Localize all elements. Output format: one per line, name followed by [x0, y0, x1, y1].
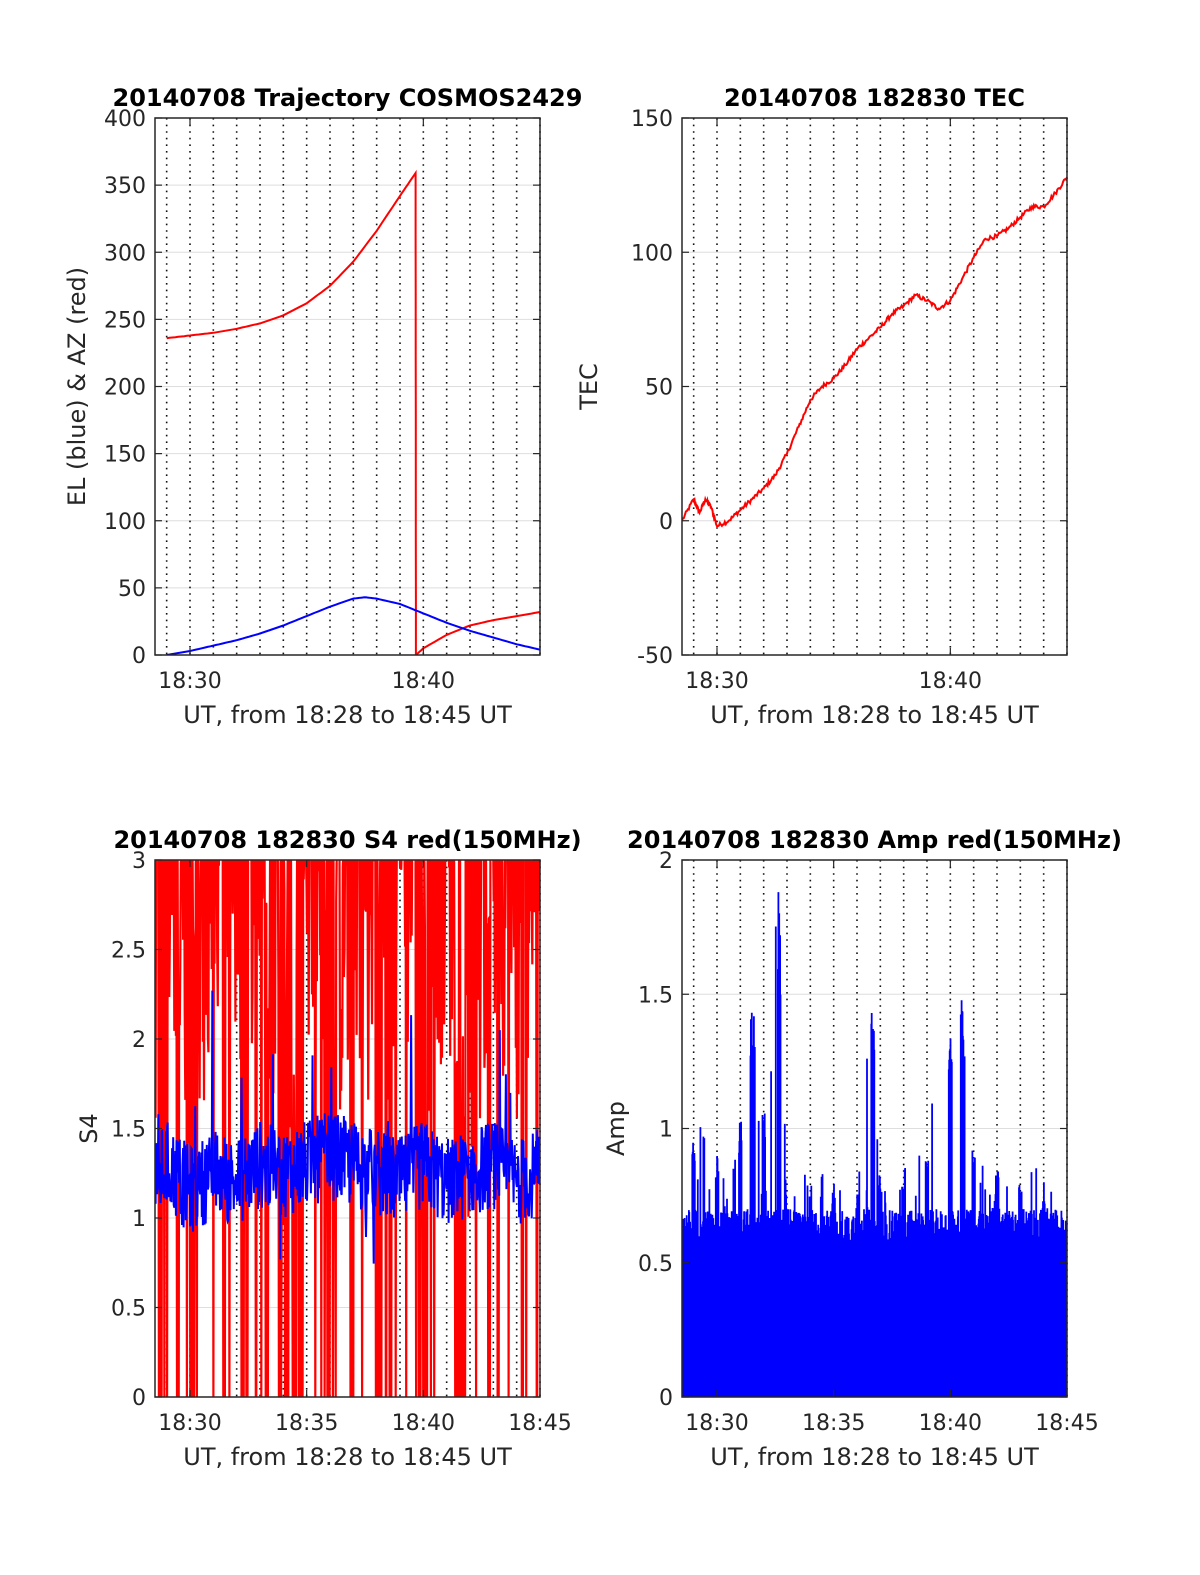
y-tick-label: 100: [104, 510, 146, 535]
x-tick-label: 18:30: [158, 669, 221, 694]
x-tick-label: 18:40: [392, 669, 455, 694]
x-tick-label: 18:30: [685, 1411, 748, 1436]
trajectory-panel: 0 50 100 150 200 250 300 350 400 18:30 18:40 UT, fr…: [63, 84, 582, 729]
x-tick-label: 18:45: [1035, 1411, 1098, 1436]
s4-panel: 0 0.5 1 1.5 2 2.5 3 18:30 18:35 18:40 18:45 UT, fro…: [75, 826, 582, 1471]
y-axis-label: S4: [75, 1113, 103, 1144]
y-axis-label: EL (blue) & AZ (red): [63, 267, 91, 506]
y-tick-label: 250: [104, 308, 146, 333]
y-tick-label: 150: [631, 107, 673, 132]
chart-title: 20140708 182830 Amp red(150MHz): [627, 826, 1122, 854]
x-tick-label: 18:30: [158, 1411, 221, 1436]
x-tick-label: 18:40: [919, 1411, 982, 1436]
y-tick-label: 100: [631, 241, 673, 266]
series-line-1: [166, 596, 540, 655]
x-axis-label: UT, from 18:28 to 18:45 UT: [710, 701, 1039, 729]
y-tick-label: 200: [104, 376, 146, 401]
y-tick-label: 400: [104, 107, 146, 132]
y-tick-label: 0: [132, 644, 146, 669]
y-axis-label: Amp: [602, 1101, 630, 1156]
series-line-0: [166, 169, 540, 655]
y-tick-label: 300: [104, 241, 146, 266]
x-tick-label: 18:45: [508, 1411, 571, 1436]
y-tick-label: 0: [659, 1386, 673, 1411]
y-tick-label: 350: [104, 174, 146, 199]
x-tick-label: 18:30: [685, 669, 748, 694]
y-tick-label: 50: [118, 577, 146, 602]
series-line-0: [155, 860, 540, 1397]
y-tick-label: 1: [132, 1207, 146, 1232]
amp-panel: 0 0.5 1 1.5 2 18:30 18:35 18:40 18:45 UT, from 18…: [602, 826, 1122, 1471]
chart-title: 20140708 182830 S4 red(150MHz): [113, 826, 581, 854]
y-tick-label: 2: [132, 1028, 146, 1053]
x-tick-label: 18:40: [392, 1411, 455, 1436]
y-tick-label: 0.5: [638, 1252, 673, 1277]
y-tick-label: 2.5: [111, 939, 146, 964]
y-tick-label: -50: [637, 644, 673, 669]
series-line-1: [155, 990, 540, 1264]
x-tick-label: 18:35: [275, 1411, 338, 1436]
y-tick-label: 3: [132, 849, 146, 874]
y-tick-label: 50: [645, 376, 673, 401]
y-tick-label: 1: [659, 1118, 673, 1143]
y-tick-label: 0.5: [111, 1297, 146, 1322]
chart-title: 20140708 Trajectory COSMOS2429: [113, 84, 583, 112]
series-line-0: [682, 892, 1067, 1397]
x-axis-label: UT, from 18:28 to 18:45 UT: [183, 1443, 512, 1471]
y-tick-label: 1.5: [111, 1118, 146, 1143]
series-line-0: [682, 176, 1067, 528]
x-axis-label: UT, from 18:28 to 18:45 UT: [183, 701, 512, 729]
x-tick-label: 18:40: [919, 669, 982, 694]
x-tick-label: 18:35: [802, 1411, 865, 1436]
y-tick-label: 2: [659, 849, 673, 874]
y-tick-label: 1.5: [638, 983, 673, 1008]
chart-title: 20140708 182830 TEC: [724, 84, 1025, 112]
x-axis-label: UT, from 18:28 to 18:45 UT: [710, 1443, 1039, 1471]
tec-panel: -50 0 50 100 150 18:30 18:40 UT, from 18:28 to …: [575, 84, 1068, 729]
y-tick-label: 0: [132, 1386, 146, 1411]
y-tick-label: 0: [659, 510, 673, 535]
y-axis-label: TEC: [575, 363, 603, 411]
y-tick-label: 150: [104, 443, 146, 468]
